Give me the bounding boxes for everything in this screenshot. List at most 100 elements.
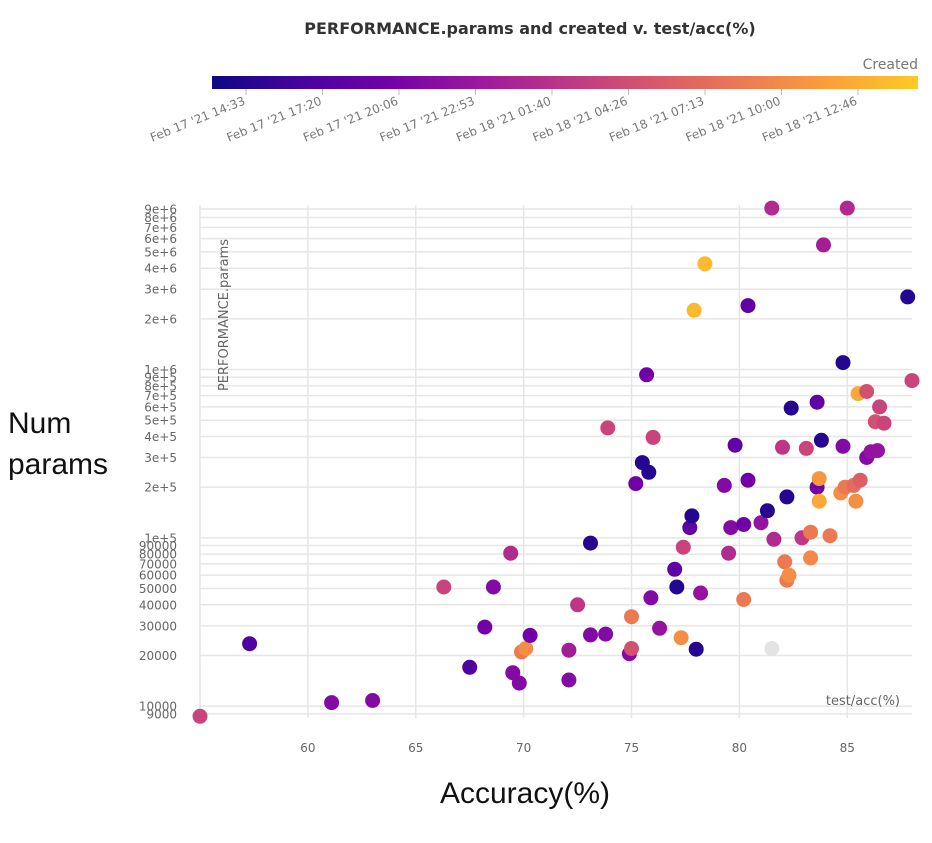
y-tick-label: 4e+5	[144, 430, 177, 444]
data-point	[811, 471, 827, 487]
data-point	[324, 695, 340, 711]
data-point	[561, 642, 577, 658]
data-point	[598, 626, 614, 642]
data-point	[736, 592, 752, 607]
data-point	[673, 630, 689, 646]
data-point	[876, 415, 892, 431]
y-tick-label: 7e+5	[144, 389, 177, 403]
data-point	[816, 237, 831, 253]
y-tick-label: 2e+6	[144, 312, 177, 326]
y-tick-label: 50000	[139, 582, 177, 596]
data-point	[740, 472, 756, 488]
data-point	[764, 641, 780, 656]
data-point	[645, 429, 661, 445]
x-tick-label: 85	[840, 741, 855, 755]
data-point	[561, 672, 577, 688]
y-tick-label: 4e+6	[144, 262, 177, 276]
data-point	[904, 373, 920, 389]
y-tick-label: 90000	[139, 539, 177, 553]
y-axis-ticks: 9000100002000030000400005000060000700008…	[139, 202, 177, 721]
colorbar	[212, 76, 918, 89]
data-point	[813, 432, 829, 448]
data-point	[624, 609, 639, 625]
data-point	[511, 675, 527, 691]
data-point	[462, 659, 478, 675]
data-point	[848, 493, 864, 509]
y-tick-label: 6e+5	[144, 400, 177, 414]
data-point	[436, 579, 452, 595]
y-tick-label: 1e+6	[144, 363, 177, 377]
data-point	[684, 508, 700, 524]
data-point	[522, 627, 538, 643]
data-point	[721, 545, 737, 561]
data-point	[727, 437, 743, 453]
y-tick-label: 9e+6	[144, 202, 177, 216]
data-point	[716, 477, 732, 493]
y-tick-label: 40000	[139, 598, 177, 612]
y-tick-label: 8e+5	[144, 379, 177, 393]
data-point	[852, 472, 868, 488]
data-point	[600, 420, 616, 436]
data-point	[822, 528, 838, 544]
data-point	[518, 641, 534, 656]
data-point	[870, 443, 885, 459]
data-point	[242, 636, 258, 652]
data-point	[686, 302, 702, 318]
data-point	[859, 384, 875, 399]
data-point	[485, 579, 501, 595]
data-point	[192, 708, 208, 724]
y-tick-label: 30000	[139, 619, 177, 633]
y-tick-label: 9e+5	[144, 371, 177, 385]
data-point	[766, 531, 782, 547]
y-tick-label: 9000	[146, 707, 177, 721]
data-points	[192, 200, 920, 724]
data-point	[669, 579, 685, 595]
y-tick-label: 20000	[139, 649, 177, 663]
data-point	[688, 641, 704, 657]
data-point	[779, 489, 795, 505]
inner-y-axis-label: PERFORMANCE.params	[217, 239, 232, 391]
data-point	[759, 503, 775, 519]
data-point	[667, 561, 683, 577]
data-point	[583, 535, 598, 551]
data-point	[697, 256, 713, 272]
x-axis-ticks: 60 65 70 75 80 85	[300, 741, 855, 755]
y-tick-label: 70000	[139, 557, 177, 571]
colorbar-title: Created	[863, 57, 918, 73]
y-tick-label: 5e+6	[144, 245, 177, 259]
y-tick-label: 3e+5	[144, 451, 177, 465]
data-point	[641, 464, 657, 480]
y-tick-label: 2e+5	[144, 481, 177, 495]
data-point	[652, 620, 668, 636]
data-point	[811, 493, 827, 509]
y-tick-label: 60000	[139, 569, 177, 583]
data-point	[872, 399, 888, 415]
x-tick-label: 60	[300, 741, 315, 755]
y-tick-label: 80000	[139, 548, 177, 562]
outer-x-axis-label: Accuracy(%)	[440, 777, 610, 810]
y-tick-label: 1e+5	[144, 531, 177, 545]
y-tick-label: 3e+6	[144, 283, 177, 297]
data-point	[753, 515, 769, 531]
x-tick-label: 70	[516, 741, 531, 755]
data-point	[675, 539, 691, 555]
data-point	[639, 367, 655, 383]
x-tick-label: 80	[732, 741, 747, 755]
chart-title: PERFORMANCE.params and created v. test/a…	[304, 19, 755, 38]
data-point	[764, 200, 780, 216]
data-point	[835, 438, 851, 454]
data-point	[900, 289, 916, 305]
data-point	[723, 520, 739, 536]
data-point	[740, 298, 756, 314]
data-point	[624, 641, 639, 656]
data-point	[477, 619, 493, 635]
data-point	[570, 597, 586, 613]
data-point	[583, 627, 598, 643]
data-point	[835, 355, 851, 371]
data-point	[798, 440, 814, 456]
inner-x-axis-label: test/acc(%)	[826, 694, 900, 709]
data-point	[781, 567, 797, 583]
data-point	[777, 554, 793, 570]
